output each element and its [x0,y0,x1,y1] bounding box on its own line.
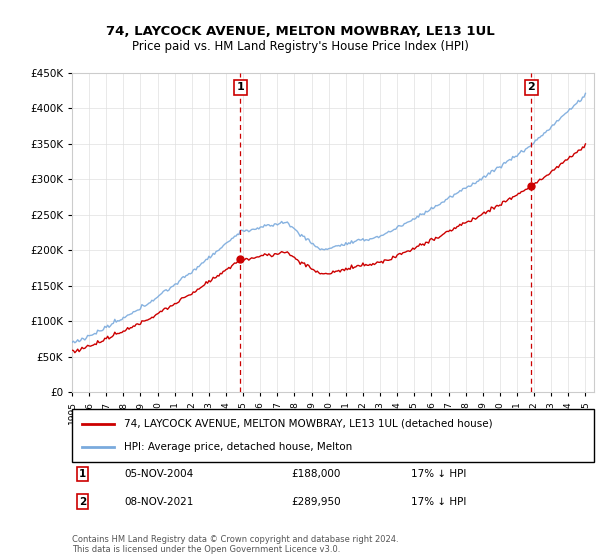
Text: 08-NOV-2021: 08-NOV-2021 [124,497,194,507]
Text: 05-NOV-2004: 05-NOV-2004 [124,469,193,479]
Text: 1: 1 [79,469,86,479]
Text: 2: 2 [527,82,535,92]
Text: 1: 1 [236,82,244,92]
Text: Contains HM Land Registry data © Crown copyright and database right 2024.
This d: Contains HM Land Registry data © Crown c… [72,535,398,554]
Text: 17% ↓ HPI: 17% ↓ HPI [412,497,467,507]
FancyBboxPatch shape [72,409,594,462]
Text: 17% ↓ HPI: 17% ↓ HPI [412,469,467,479]
Text: 2: 2 [79,497,86,507]
Text: Price paid vs. HM Land Registry's House Price Index (HPI): Price paid vs. HM Land Registry's House … [131,40,469,53]
Text: £188,000: £188,000 [291,469,341,479]
Text: 74, LAYCOCK AVENUE, MELTON MOWBRAY, LE13 1UL (detached house): 74, LAYCOCK AVENUE, MELTON MOWBRAY, LE13… [124,419,493,429]
Text: HPI: Average price, detached house, Melton: HPI: Average price, detached house, Melt… [124,442,352,452]
Text: 74, LAYCOCK AVENUE, MELTON MOWBRAY, LE13 1UL: 74, LAYCOCK AVENUE, MELTON MOWBRAY, LE13… [106,25,494,38]
Text: £289,950: £289,950 [291,497,341,507]
